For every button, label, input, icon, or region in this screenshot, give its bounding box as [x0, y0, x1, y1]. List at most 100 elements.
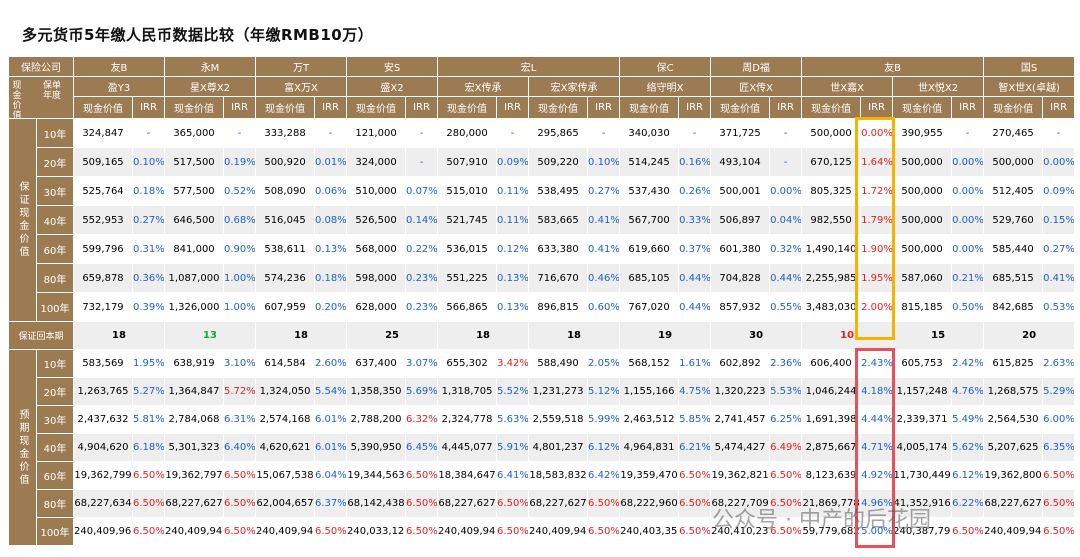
- cash-value: 2,788,200: [346, 405, 407, 434]
- irr-value: 0.26%: [678, 176, 712, 206]
- irr-value: 5.52%: [496, 377, 530, 406]
- cash-value: 510,000: [346, 176, 407, 206]
- cash-value: 2,339,371: [892, 405, 953, 434]
- cash-value: 606,400: [801, 349, 862, 378]
- cash-value: 685,515: [983, 263, 1044, 293]
- cash-value: 68,227,627: [437, 489, 498, 518]
- cash-value: 41,352,916: [892, 489, 953, 518]
- irr-value: 5.49%: [951, 405, 985, 434]
- cash-value: 68,227,709: [710, 489, 771, 518]
- irr-label: IRR: [678, 96, 712, 119]
- irr-value: 0.60%: [587, 292, 621, 322]
- year-label: 40年: [36, 205, 74, 235]
- irr-value: 6.12%: [951, 461, 985, 490]
- cash-value: 240,409,942: [255, 517, 316, 546]
- irr-value: 0.50%: [951, 292, 985, 322]
- irr-value: 6.50%: [1042, 461, 1076, 490]
- breakeven-value: 19: [619, 321, 712, 350]
- cash-value: 525,764: [73, 176, 133, 206]
- cash-value: 240,409,945: [983, 517, 1044, 546]
- irr-value: 0.11%: [496, 205, 530, 235]
- cash-value: 19,359,470: [619, 461, 680, 490]
- cash-value: 1,155,166: [619, 377, 680, 406]
- irr-value: 6.37%: [314, 489, 348, 518]
- value-label: 现金价值: [255, 96, 316, 119]
- irr-value: 0.55%: [769, 292, 803, 322]
- irr-value: 4.18%: [860, 377, 894, 406]
- year-label: 20年: [36, 147, 74, 177]
- cash-value: 602,892: [710, 349, 771, 378]
- data-row: 40年 552,953 0.27% 646,500 0.68% 516,045 0.08% 5…: [9, 205, 1076, 235]
- cash-value: 19,362,797: [164, 461, 224, 490]
- cash-value: 340,030: [619, 118, 680, 148]
- cash-value: 1,318,705: [437, 377, 498, 406]
- cash-value: 500,000: [892, 147, 953, 177]
- section-label: 保证回本期: [8, 321, 74, 350]
- cash-value: 536,015: [437, 234, 498, 264]
- cash-value: 585,440: [983, 234, 1044, 264]
- irr-value: 1.64%: [860, 147, 894, 177]
- irr-value: 6.50%: [769, 489, 803, 518]
- irr-value: 6.50%: [587, 517, 621, 546]
- irr-value: 0.13%: [496, 263, 530, 293]
- cash-value: 1,268,575: [983, 377, 1044, 406]
- value-label: 现金价值: [983, 96, 1044, 119]
- irr-value: 6.50%: [405, 517, 439, 546]
- irr-value: 0.21%: [951, 263, 985, 293]
- irr-value: 0.44%: [678, 292, 712, 322]
- cash-value: 507,910: [437, 147, 498, 177]
- irr-value: 0.15%: [1042, 205, 1076, 235]
- cash-value: 633,380: [528, 234, 589, 264]
- irr-label: IRR: [496, 96, 530, 119]
- cash-value: 516,045: [255, 205, 316, 235]
- cash-value: 1,087,000: [164, 263, 224, 293]
- cash-value: 982,550: [801, 205, 862, 235]
- cash-value: 577,500: [164, 176, 224, 206]
- irr-value: 6.50%: [496, 517, 530, 546]
- irr-value: 6.42%: [587, 461, 621, 490]
- irr-value: 6.50%: [678, 489, 712, 518]
- cash-value: 526,500: [346, 205, 407, 235]
- cash-value: 18,583,832: [528, 461, 589, 490]
- corner-bottom: 保单年度: [42, 81, 61, 101]
- cash-value: 19,344,563: [346, 461, 407, 490]
- irr-value: 0.04%: [769, 205, 803, 235]
- breakeven-value: 10: [801, 321, 894, 350]
- irr-value: 0.12%: [496, 234, 530, 264]
- cash-value: 2,324,778: [437, 405, 498, 434]
- irr-value: 0.09%: [496, 147, 530, 177]
- breakeven-value: 18: [73, 321, 165, 350]
- cash-value: 371,725: [710, 118, 771, 148]
- irr-value: 6.50%: [314, 517, 348, 546]
- irr-value: 6.50%: [769, 517, 803, 546]
- cash-value: 637,400: [346, 349, 407, 378]
- irr-value: 4.76%: [951, 377, 985, 406]
- company-name: 友B: [73, 56, 165, 77]
- irr-value: 4.44%: [860, 405, 894, 434]
- cash-value: 68,142,438: [346, 489, 407, 518]
- cash-value: 3,483,030: [801, 292, 862, 322]
- cash-value: 514,245: [619, 147, 680, 177]
- irr-value: 0.08%: [314, 205, 348, 235]
- cash-value: 240,409,942: [528, 517, 589, 546]
- cash-value: 1,490,140: [801, 234, 862, 264]
- irr-value: 0.44%: [678, 263, 712, 293]
- cash-value: 333,288: [255, 118, 316, 148]
- product-name: 世X嘉X: [801, 76, 894, 97]
- irr-value: 6.50%: [405, 489, 439, 518]
- irr-value: 6.45%: [405, 433, 439, 462]
- irr-value: 6.50%: [132, 517, 165, 546]
- irr-value: 0.00%: [951, 147, 985, 177]
- cash-value: 19,362,800: [983, 461, 1044, 490]
- irr-value: 0.14%: [405, 205, 439, 235]
- irr-value: 1.00%: [222, 263, 257, 293]
- cash-value: 240,403,359: [619, 517, 680, 546]
- data-row: 预期现金价值 10年 583,569 1.95% 638,919 3.10% 614,584…: [8, 349, 1076, 546]
- watermark: 公众号 · 中产的后花园: [712, 508, 931, 533]
- cash-value: 2,875,667: [801, 433, 862, 462]
- irr-value: 4.71%: [860, 433, 894, 462]
- year-label: 40年: [36, 433, 74, 462]
- irr-value: 3.10%: [222, 349, 257, 378]
- irr-value: 6.04%: [314, 461, 348, 490]
